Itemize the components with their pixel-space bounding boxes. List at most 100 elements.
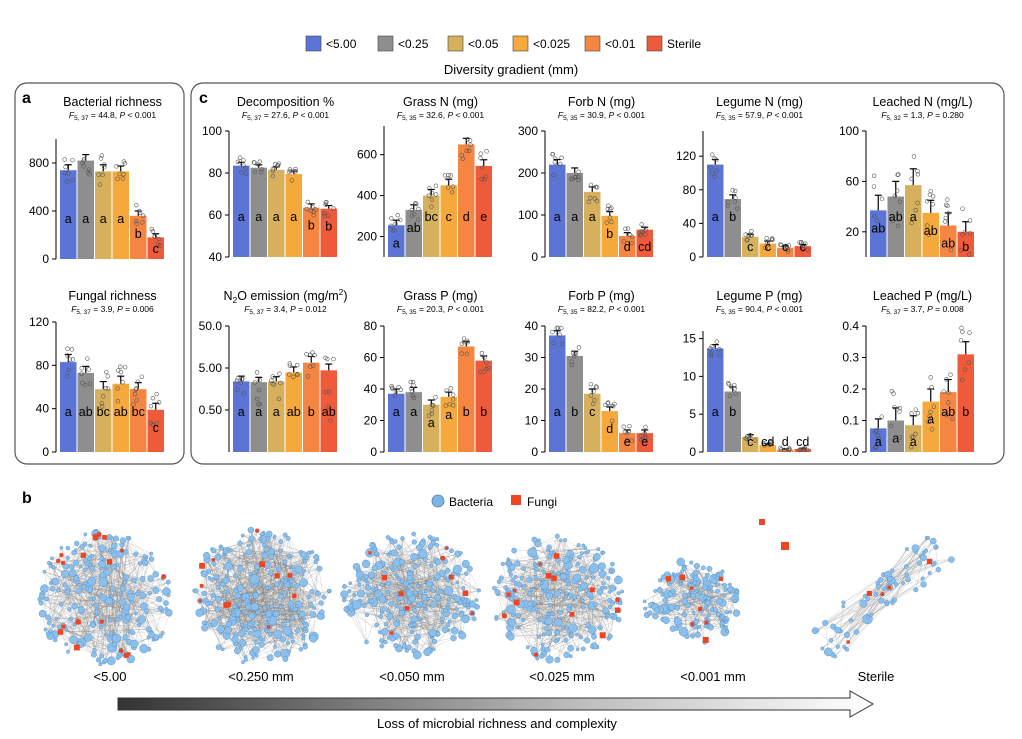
bacteria-node xyxy=(267,631,273,637)
y-tick-label: 80 xyxy=(364,319,378,333)
replicate-point xyxy=(621,424,626,429)
bacteria-node xyxy=(815,628,820,633)
bacteria-node xyxy=(568,623,578,633)
replicate-point xyxy=(69,347,75,352)
bacteria-node xyxy=(115,655,121,661)
replicate-point xyxy=(447,401,453,407)
replicate-point xyxy=(103,385,109,391)
replicate-point xyxy=(305,374,311,379)
bacteria-node xyxy=(680,569,684,574)
bacteria-node xyxy=(662,616,670,624)
significance-letter: a xyxy=(571,210,578,224)
bacteria-node xyxy=(689,578,694,583)
replicate-point xyxy=(293,169,298,174)
chart-title: Forb P (mg) xyxy=(568,289,634,303)
bacteria-node xyxy=(596,547,601,552)
bacteria-node xyxy=(262,614,266,619)
bacteria-node xyxy=(580,551,584,555)
panel-letter-b: b xyxy=(22,490,32,507)
replicate-point xyxy=(569,359,574,364)
replicate-point xyxy=(444,388,449,393)
bacteria-node xyxy=(406,599,412,605)
network xyxy=(811,535,955,659)
bacteria-node xyxy=(195,608,204,617)
significance-letter: d xyxy=(463,210,470,224)
significance-letter: a xyxy=(554,210,561,224)
replicate-point xyxy=(930,202,936,207)
replicate-point xyxy=(287,167,293,172)
y-tick-label: 20 xyxy=(846,225,860,239)
bacteria-node xyxy=(123,604,130,611)
replicate-point xyxy=(486,365,491,371)
y-tick-label: 5.00 xyxy=(199,361,223,375)
bacteria-node xyxy=(580,598,585,603)
replicate-point xyxy=(450,184,456,189)
replicate-point xyxy=(478,369,483,374)
bacteria-node xyxy=(302,569,307,574)
bacteria-node xyxy=(690,573,695,578)
replicate-point xyxy=(120,176,126,181)
bacteria-node xyxy=(727,586,733,593)
bacteria-node xyxy=(98,662,103,667)
bacteria-node xyxy=(215,644,222,651)
bacteria-node xyxy=(222,554,226,558)
bacteria-node xyxy=(302,616,306,621)
bacteria-node xyxy=(142,559,149,567)
bacteria-node xyxy=(341,584,347,589)
replicate-point xyxy=(554,325,560,331)
replicate-point xyxy=(287,361,292,366)
bacteria-node xyxy=(835,644,840,649)
bacteria-node xyxy=(494,617,499,621)
replicate-point xyxy=(409,207,414,213)
bacteria-node xyxy=(247,625,252,630)
replicate-point xyxy=(322,213,327,219)
replicate-point xyxy=(451,392,456,397)
replicate-point xyxy=(551,340,556,345)
replicate-point xyxy=(805,247,810,253)
bacteria-node xyxy=(537,618,541,623)
fungi-node xyxy=(926,558,933,565)
replicate-point xyxy=(154,391,159,397)
bacteria-node xyxy=(114,616,121,623)
bacteria-node xyxy=(258,641,265,648)
bacteria-node xyxy=(458,631,467,640)
bacteria-node xyxy=(668,603,676,611)
replicate-point xyxy=(931,404,937,409)
y-tick-label: 100 xyxy=(518,208,538,222)
bacteria-node xyxy=(125,535,130,540)
bar-chart: N2O emission (mg/m2)F5, 37 = 3.4, P = 0.… xyxy=(199,287,348,452)
replicate-point xyxy=(305,199,311,205)
bacteria-node xyxy=(148,556,155,562)
replicate-point xyxy=(270,381,275,386)
bacteria-node xyxy=(577,555,582,560)
replicate-point xyxy=(239,170,244,175)
network-label: <0.250 mm xyxy=(228,669,293,684)
bacteria-node xyxy=(104,597,113,605)
replicate-point xyxy=(625,437,630,442)
replicate-point xyxy=(946,400,951,405)
significance-letter: cd xyxy=(761,435,774,449)
replicate-point xyxy=(411,395,417,400)
replicate-point xyxy=(275,163,281,168)
bacteria-node xyxy=(38,609,47,618)
bacteria-node xyxy=(724,625,728,629)
bacteria-node xyxy=(43,596,49,602)
replicate-point xyxy=(909,220,914,226)
bacteria-node xyxy=(563,637,569,643)
replicate-point xyxy=(270,173,276,179)
bacteria-node xyxy=(844,632,851,639)
replicate-point xyxy=(915,200,920,206)
replicate-point xyxy=(155,242,161,248)
replicate-point xyxy=(461,339,467,345)
replicate-point xyxy=(943,215,948,221)
bacteria-node xyxy=(421,603,426,608)
y-tick-label: 100 xyxy=(202,124,222,138)
bacteria-node xyxy=(282,559,288,565)
bacteria-node xyxy=(232,573,238,579)
replicate-point xyxy=(639,433,644,438)
replicate-point xyxy=(257,159,262,164)
replicate-point xyxy=(389,216,394,221)
replicate-point xyxy=(122,364,128,370)
bacteria-node xyxy=(224,562,233,571)
replicate-point xyxy=(879,196,885,202)
